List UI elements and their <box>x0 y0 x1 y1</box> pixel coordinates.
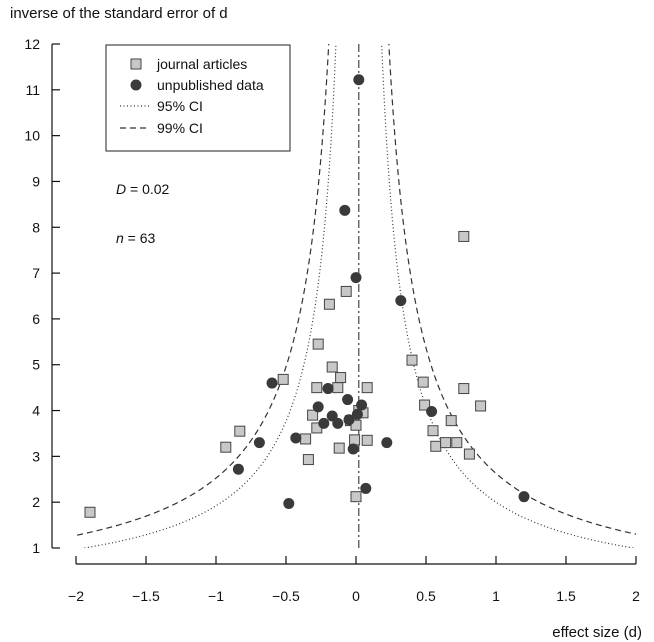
journal-article-point <box>302 454 314 466</box>
x-axis-title: effect size (d) <box>552 624 642 641</box>
unpublished-data-point <box>318 417 330 429</box>
unpublished-data-point <box>343 414 355 426</box>
journal-article-point <box>326 361 338 373</box>
journal-article-point <box>430 440 442 452</box>
y-tick-label: 12 <box>24 36 40 52</box>
ci-95-curve-right <box>381 44 634 548</box>
y-tick-label: 2 <box>32 494 40 510</box>
unpublished-data-point <box>312 401 324 413</box>
y-tick-label: 11 <box>25 82 40 98</box>
y-tick-label: 8 <box>32 219 40 235</box>
ci-99-curve-left <box>76 44 330 537</box>
journal-article-point <box>220 441 232 453</box>
data-points <box>84 74 530 518</box>
journal-article-point <box>458 383 470 395</box>
unpublished-data-point <box>356 399 368 411</box>
journal-article-point <box>311 382 323 394</box>
journal-article-point <box>463 448 475 460</box>
journal-article-point <box>350 419 362 431</box>
x-tick-label: 1 <box>492 588 500 604</box>
y-tick-label: 9 <box>32 173 40 189</box>
unpublished-data-point <box>322 383 334 395</box>
unpublished-data-point <box>347 443 359 455</box>
unpublished-data-point <box>232 463 244 475</box>
y-tick-label: 3 <box>32 448 40 464</box>
y-tick-label: 4 <box>32 403 40 419</box>
x-tick-label: 1.5 <box>556 588 576 604</box>
funnel-lines <box>76 44 636 548</box>
journal-article-point <box>475 400 487 412</box>
journal-article-point <box>277 373 289 385</box>
journal-article-point <box>234 425 246 437</box>
unpublished-data-point <box>266 377 278 389</box>
y-tick-label: 5 <box>32 357 40 373</box>
x-tick-label: −1 <box>208 588 224 604</box>
journal-article-point <box>350 491 362 503</box>
unpublished-data-point <box>426 405 438 417</box>
unpublished-data-point <box>290 432 302 444</box>
journal-article-point <box>419 399 431 411</box>
journal-article-point <box>340 285 352 297</box>
unpublished-data-point <box>351 408 363 420</box>
unpublished-data-point <box>339 204 351 216</box>
y-tick-label: 1 <box>32 540 40 556</box>
journal-article-point <box>417 376 429 388</box>
legend-label-unpublished-data: unpublished data <box>157 77 264 93</box>
d-statistic-annotation: D = 0.02 <box>116 181 170 197</box>
legend-label-95-ci: 95% CI <box>157 98 203 114</box>
unpublished-data-point <box>353 74 365 86</box>
unpublished-data-point <box>395 295 407 307</box>
n-count-annotation: n = 63 <box>116 230 156 246</box>
journal-article-point <box>335 372 347 384</box>
journal-article-point <box>84 506 96 518</box>
journal-article-point <box>406 354 418 366</box>
ci-99-curve-right <box>388 44 636 535</box>
journal-article-point <box>458 230 470 242</box>
y-tick-label: 10 <box>24 128 40 144</box>
journal-article-point <box>427 425 439 437</box>
unpublished-data-point <box>332 417 344 429</box>
legend-label-99-ci: 99% CI <box>157 120 203 136</box>
x-tick-label: −0.5 <box>272 588 300 604</box>
journal-article-point <box>440 437 452 449</box>
x-tick-label: −2 <box>68 588 84 604</box>
journal-article-point <box>323 298 335 310</box>
journal-article-point <box>300 433 312 445</box>
x-tick-label: 0 <box>352 588 360 604</box>
unpublished-data-point <box>253 437 265 449</box>
legend-square-marker <box>130 58 142 70</box>
journal-article-point <box>332 382 344 394</box>
journal-article-point <box>361 382 373 394</box>
journal-article-point <box>445 415 457 427</box>
legend: journal articles unpublished data 95% CI… <box>105 44 291 152</box>
unpublished-data-point <box>360 482 372 494</box>
x-tick-label: −1.5 <box>132 588 160 604</box>
x-tick-label: 2 <box>632 588 640 604</box>
journal-article-point <box>333 442 345 454</box>
journal-article-point <box>312 338 324 350</box>
statistics-annotations: D = 0.02 n = 63 <box>116 181 170 246</box>
journal-article-point <box>349 434 361 446</box>
journal-article-point <box>307 409 319 421</box>
y-tick-label: 7 <box>32 265 40 281</box>
legend-circle-marker <box>130 79 142 91</box>
y-axis-title: inverse of the standard error of d <box>10 5 228 22</box>
legend-label-journal-articles: journal articles <box>156 56 247 72</box>
journal-article-point <box>451 437 463 449</box>
unpublished-data-point <box>518 491 530 503</box>
unpublished-data-point <box>342 394 354 406</box>
y-tick-label: 6 <box>32 311 40 327</box>
journal-article-point <box>361 434 373 446</box>
unpublished-data-point <box>283 498 295 510</box>
unpublished-data-point <box>350 272 362 284</box>
unpublished-data-point <box>381 437 393 449</box>
x-tick-label: 0.5 <box>416 588 436 604</box>
